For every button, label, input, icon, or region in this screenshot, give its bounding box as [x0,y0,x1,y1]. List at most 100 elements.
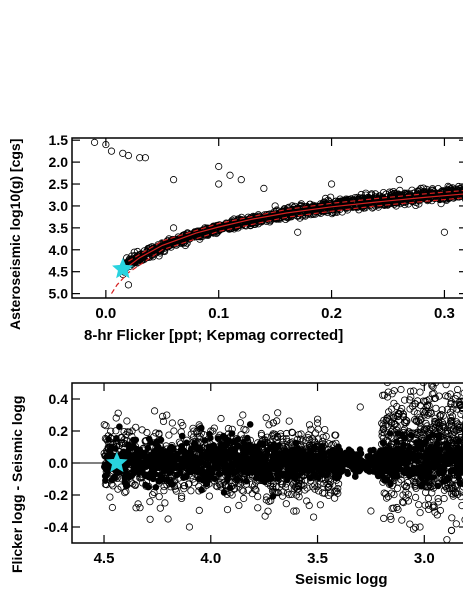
top-data-point [355,206,363,214]
bottom-open-point [123,417,131,425]
bottom-open-point [132,423,140,431]
bottom-filled-point [220,445,227,453]
top-data-point [449,189,457,197]
bottom-open-point [434,494,442,503]
bottom-outlier-point [292,507,300,515]
bottom-filled-point [169,480,176,488]
top-outlier-point [271,202,279,210]
bottom-open-point [459,397,463,405]
bottom-open-point [380,514,388,523]
bottom-filled-point [302,458,310,466]
bottom-open-point [240,425,248,433]
bottom-filled-point [442,460,449,468]
bottom-filled-point [289,471,297,478]
bottom-open-point [316,501,324,509]
bottom-open-point [460,389,463,397]
bottom-open-point [300,481,308,490]
bottom-open-point [278,480,286,488]
top-x-ticks: 0.0 0.1 0.2 0.3 [95,138,455,322]
bottom-filled-point [129,457,137,464]
bottom-filled-point [220,432,227,440]
top-outlier-point [169,176,178,184]
bottom-filled-point [366,460,373,467]
bottom-filled-point [344,470,352,478]
top-data-layer [90,138,463,294]
bottom-open-point [282,429,291,438]
top-outlier-point [124,151,133,160]
bottom-filled-point [244,446,251,454]
bottom-open-point [187,487,195,495]
bottom-filled-point [353,451,360,458]
bottom-open-point [288,429,297,437]
top-points [90,138,463,294]
bottom-open-point [311,429,320,437]
top-data-point [328,210,336,218]
bottom-open-point [100,421,108,429]
bottom-open-point [400,396,409,404]
bottom-outlier-point [410,387,418,395]
bottom-filled-point [444,474,452,482]
bottom-filled-point [295,472,302,479]
bottom-open-point [314,487,323,495]
bottom-open-point [265,421,273,429]
bottom-x-tick-label: 3.5 [307,550,328,567]
bottom-open-point [431,418,440,426]
bottom-open-point [416,508,424,517]
bottom-open-point [237,431,245,439]
bottom-open-point [379,424,388,432]
bottom-filled-point [134,464,142,472]
bottom-open-point [461,430,463,436]
bottom-open-point [161,499,169,507]
bottom-filled-point [399,467,407,474]
top-data-point [443,186,451,194]
bottom-open-point [447,414,455,422]
bottom-filled-point [393,465,401,473]
bottom-open-point [114,409,122,417]
bottom-open-point [180,485,188,493]
bottom-outlier-point [442,392,450,400]
bottom-filled-point [149,458,156,466]
bottom-open-point [425,505,433,513]
bottom-filled-point [210,442,217,449]
bottom-filled-point [324,466,332,474]
bottom-open-point [393,503,401,512]
bottom-open-point [314,435,322,443]
bottom-filled-point [393,438,400,446]
bottom-filled-point [250,454,257,462]
top-data-point [130,248,138,256]
sun-star-marker [106,451,128,473]
bottom-open-point [459,405,463,413]
bottom-open-point [269,483,277,491]
bottom-filled-point [275,454,282,461]
top-y-ticks: 1.52.02.53.03.54.04.55.0 [49,132,463,302]
top-data-point [415,186,424,194]
top-outlier-point [141,154,149,162]
bottom-open-point [146,498,154,506]
bottom-outlier-point [271,430,279,438]
bottom-filled-point [241,453,248,461]
bottom-outlier-point [228,491,236,499]
bottom-open-point [452,488,460,496]
bottom-filled-point [260,474,268,482]
bottom-open-point [294,485,302,493]
bottom-open-point [165,431,173,439]
bottom-open-point [429,501,438,509]
bottom-filled-point [170,445,177,453]
bottom-open-point [456,427,463,436]
bottom-filled-point [102,477,109,484]
bottom-filled-point [272,447,280,455]
bottom-filled-point [227,447,234,455]
bottom-open-point [282,500,290,508]
bottom-outlier-point [356,403,364,411]
bottom-open-point [118,439,126,447]
top-x-tick-label: 0.2 [321,305,342,322]
bottom-open-point [385,408,393,416]
bottom-open-point [236,419,244,427]
bottom-open-point [397,385,405,394]
bottom-open-point [423,402,431,410]
bottom-x-ticks: 4.5 4.0 3.5 3.0 [94,383,435,567]
bottom-filled-point [187,445,195,453]
bottom-filled-point [158,453,166,460]
bottom-points [72,383,463,543]
bottom-filled-point [218,455,226,463]
